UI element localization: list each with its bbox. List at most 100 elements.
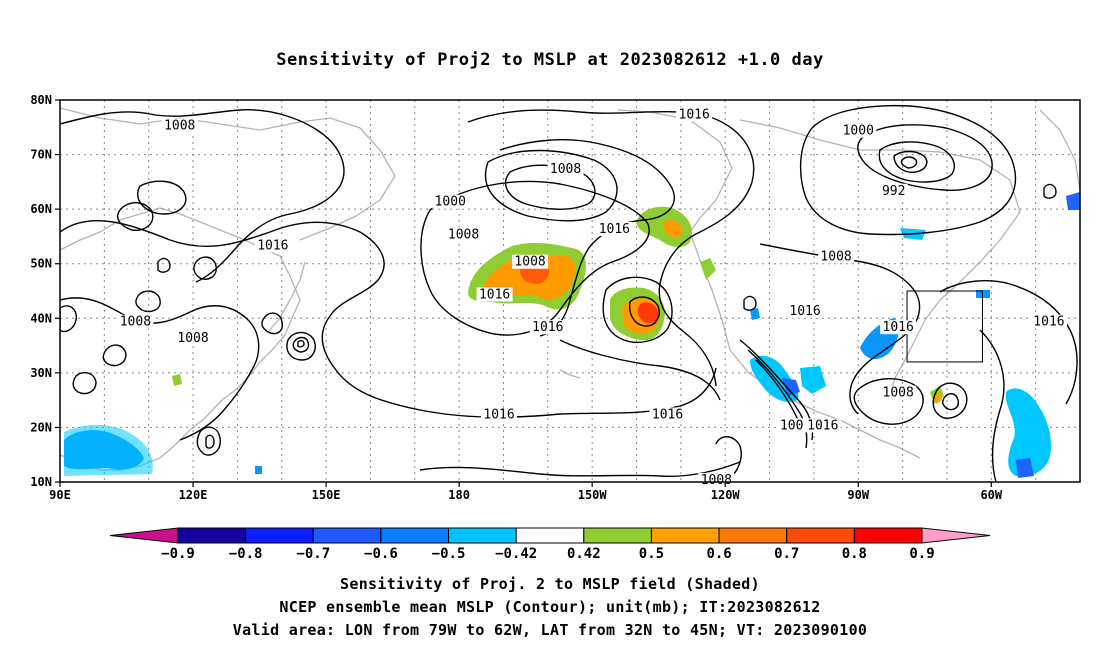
- contour-1016-eq-pacific: [419, 461, 741, 478]
- coastline-greenland: [1039, 109, 1080, 191]
- contour-caribbean-high-2: [941, 393, 960, 411]
- shade-blue-atlantic-east: [1016, 458, 1034, 478]
- lat-tick-label: 40N: [30, 311, 52, 325]
- contour-small-asia-7: [261, 312, 283, 335]
- contour-label-bg: [596, 221, 633, 236]
- contour-1016-outer-low: [420, 180, 650, 336]
- contour-label: 1008: [164, 118, 195, 133]
- sensitivity-shading: [64, 192, 1080, 478]
- contour-1000-north-atlantic-low: [857, 124, 993, 191]
- contour-label-bg: [787, 303, 824, 318]
- coastline-hawaii: [559, 369, 581, 379]
- colorbar-label: 0.42: [567, 546, 601, 562]
- footer-line-2: NCEP ensemble mean MSLP (Contour); unit(…: [279, 598, 821, 616]
- contour-label: 100: [780, 418, 803, 433]
- shade-blue-newfoundland: [976, 290, 990, 298]
- contour-1016-siberia: [137, 180, 187, 215]
- contour-label: 1008: [883, 386, 914, 401]
- shade-blue-north-atlantic: [1066, 192, 1080, 210]
- contour-label-bg: [547, 161, 584, 176]
- contour-west-pacific-high-1: [286, 331, 316, 361]
- contour-south-china-2: [205, 434, 215, 449]
- contour-1008-low-inner: [484, 149, 618, 222]
- shade-green-alaska-coast: [700, 258, 716, 280]
- lat-tick-label: 20N: [30, 420, 52, 434]
- colorbar-label: 0.5: [639, 546, 664, 562]
- contour-label-bg: [804, 418, 841, 433]
- contour-label-bg: [1030, 314, 1067, 329]
- contour-label-bg: [880, 385, 917, 400]
- lat-tick-label: 50N: [30, 257, 52, 271]
- contour-1008-central-pacific: [499, 139, 675, 337]
- shade-red-pacific-east: [637, 302, 659, 324]
- contour-label-bg: [879, 183, 908, 198]
- shade-lblue-atlantic-east: [1005, 388, 1052, 477]
- contour-1016-north-pacific: [60, 220, 717, 418]
- contour-1008-siberia: [60, 109, 345, 283]
- contour-1016-atlantic-2: [979, 329, 1005, 482]
- contour-caribbean-high-1: [932, 382, 968, 419]
- contour-label-bg: [840, 123, 877, 138]
- contour-label: 1008: [701, 473, 732, 488]
- colorbar-label: −0.9: [161, 546, 195, 562]
- contour-small-asia-2: [193, 256, 217, 280]
- contour-label-bg: [880, 320, 917, 335]
- contour-small-asia-4: [60, 305, 77, 333]
- contour-label: 1016: [883, 320, 914, 335]
- colorbar-label: −0.8: [229, 546, 263, 562]
- contour-label-bg: [175, 331, 212, 346]
- map-frame: [59, 99, 1081, 483]
- colorbar-segment: [650, 527, 720, 544]
- colorbar-segment: [312, 527, 382, 544]
- colorbar-label: 0.9: [909, 546, 934, 562]
- contour-label: 1008: [820, 249, 851, 264]
- contour-label-bg: [481, 407, 518, 422]
- colorbar: −0.9 −0.8 −0.7 −0.6 −0.5 −0.42 0.42 0.5 0.6 0.7 0.…: [109, 527, 991, 562]
- contour-1016-east-pacific: [559, 339, 721, 401]
- contour-label: 1016: [483, 408, 514, 423]
- shade-blue-east-pacific: [750, 308, 760, 320]
- lat-tick-label: 30N: [30, 366, 52, 380]
- lon-tick-label: 150W: [578, 488, 608, 502]
- shade-green-west-pacific: [172, 374, 182, 386]
- colorbar-segment: [515, 527, 585, 544]
- colorbar-segment: [245, 527, 314, 544]
- contour-mexico-2: [747, 349, 808, 449]
- contour-1016-low-east: [602, 276, 673, 344]
- contour-label: 1016: [789, 304, 820, 319]
- lon-tick-label: 90W: [847, 488, 869, 502]
- coastline-siberia: [60, 107, 396, 241]
- colorbar-segment: [786, 527, 855, 544]
- footer-line-1: Sensitivity of Proj. 2 to MSLP field (Sh…: [340, 575, 760, 593]
- contour-label-bg: [432, 194, 469, 209]
- contour-small-asia-5: [102, 344, 127, 367]
- contour-label: 1016: [479, 287, 510, 302]
- lon-tick-label: 150E: [312, 488, 341, 502]
- contour-label-bg: [512, 254, 549, 269]
- lon-tick-label: 180: [448, 488, 470, 502]
- lon-tick-label: 120E: [179, 488, 208, 502]
- shade-orange-caribbean: [934, 392, 942, 404]
- contour-label-bg: [476, 287, 513, 302]
- coastline-us-east: [889, 319, 926, 396]
- colorbar-label: −0.7: [296, 546, 330, 562]
- contour-west-pacific-high-3: [297, 340, 305, 348]
- colorbar-segment: [853, 527, 923, 544]
- contour-label-bg: [445, 227, 482, 242]
- contour-small-asia-3: [135, 290, 161, 313]
- contour-label-bg: [818, 249, 855, 264]
- footer-line-3: Valid area: LON from 79W to 62W, LAT fro…: [232, 621, 868, 639]
- lon-tick-label: 90E: [49, 488, 71, 502]
- valid-area-box: [906, 290, 983, 363]
- contour-east-pacific-wave: [743, 295, 757, 311]
- shade-lblue-gulf-of-mexico: [750, 355, 799, 403]
- contour-label: 1016: [679, 107, 710, 122]
- colorbar-segment: [583, 527, 652, 544]
- lat-tick-label: 70N: [30, 148, 52, 162]
- colorbar-label: 0.8: [842, 546, 867, 562]
- contour-label: 1008: [177, 331, 208, 346]
- contour-south-china-1: [196, 426, 221, 456]
- coastline-japan: [267, 261, 306, 333]
- contour-label: 1008: [550, 162, 581, 177]
